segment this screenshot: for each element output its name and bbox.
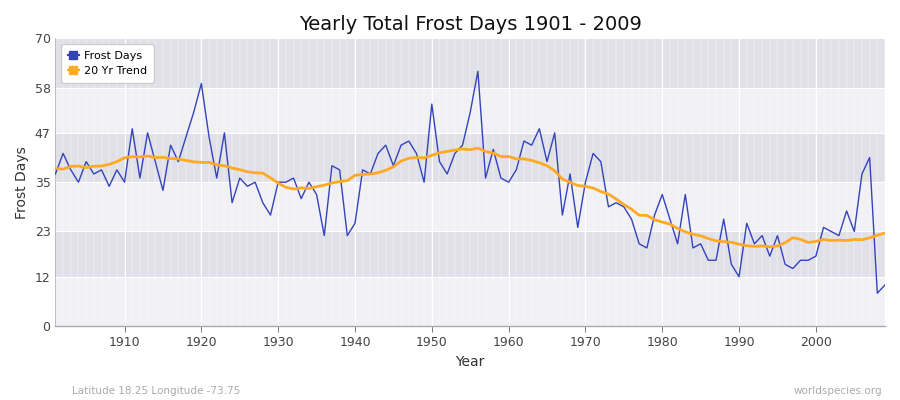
Bar <box>56 133 885 182</box>
Text: worldspecies.org: worldspecies.org <box>794 386 882 396</box>
X-axis label: Year: Year <box>455 355 485 369</box>
Legend: Frost Days, 20 Yr Trend: Frost Days, 20 Yr Trend <box>61 44 154 83</box>
Bar <box>56 88 885 133</box>
Text: Latitude 18.25 Longitude -73.75: Latitude 18.25 Longitude -73.75 <box>72 386 240 396</box>
Title: Yearly Total Frost Days 1901 - 2009: Yearly Total Frost Days 1901 - 2009 <box>299 15 642 34</box>
Bar <box>56 277 885 326</box>
Y-axis label: Frost Days: Frost Days <box>15 146 29 218</box>
Bar <box>56 182 885 232</box>
Bar <box>56 38 885 88</box>
Bar <box>56 232 885 277</box>
